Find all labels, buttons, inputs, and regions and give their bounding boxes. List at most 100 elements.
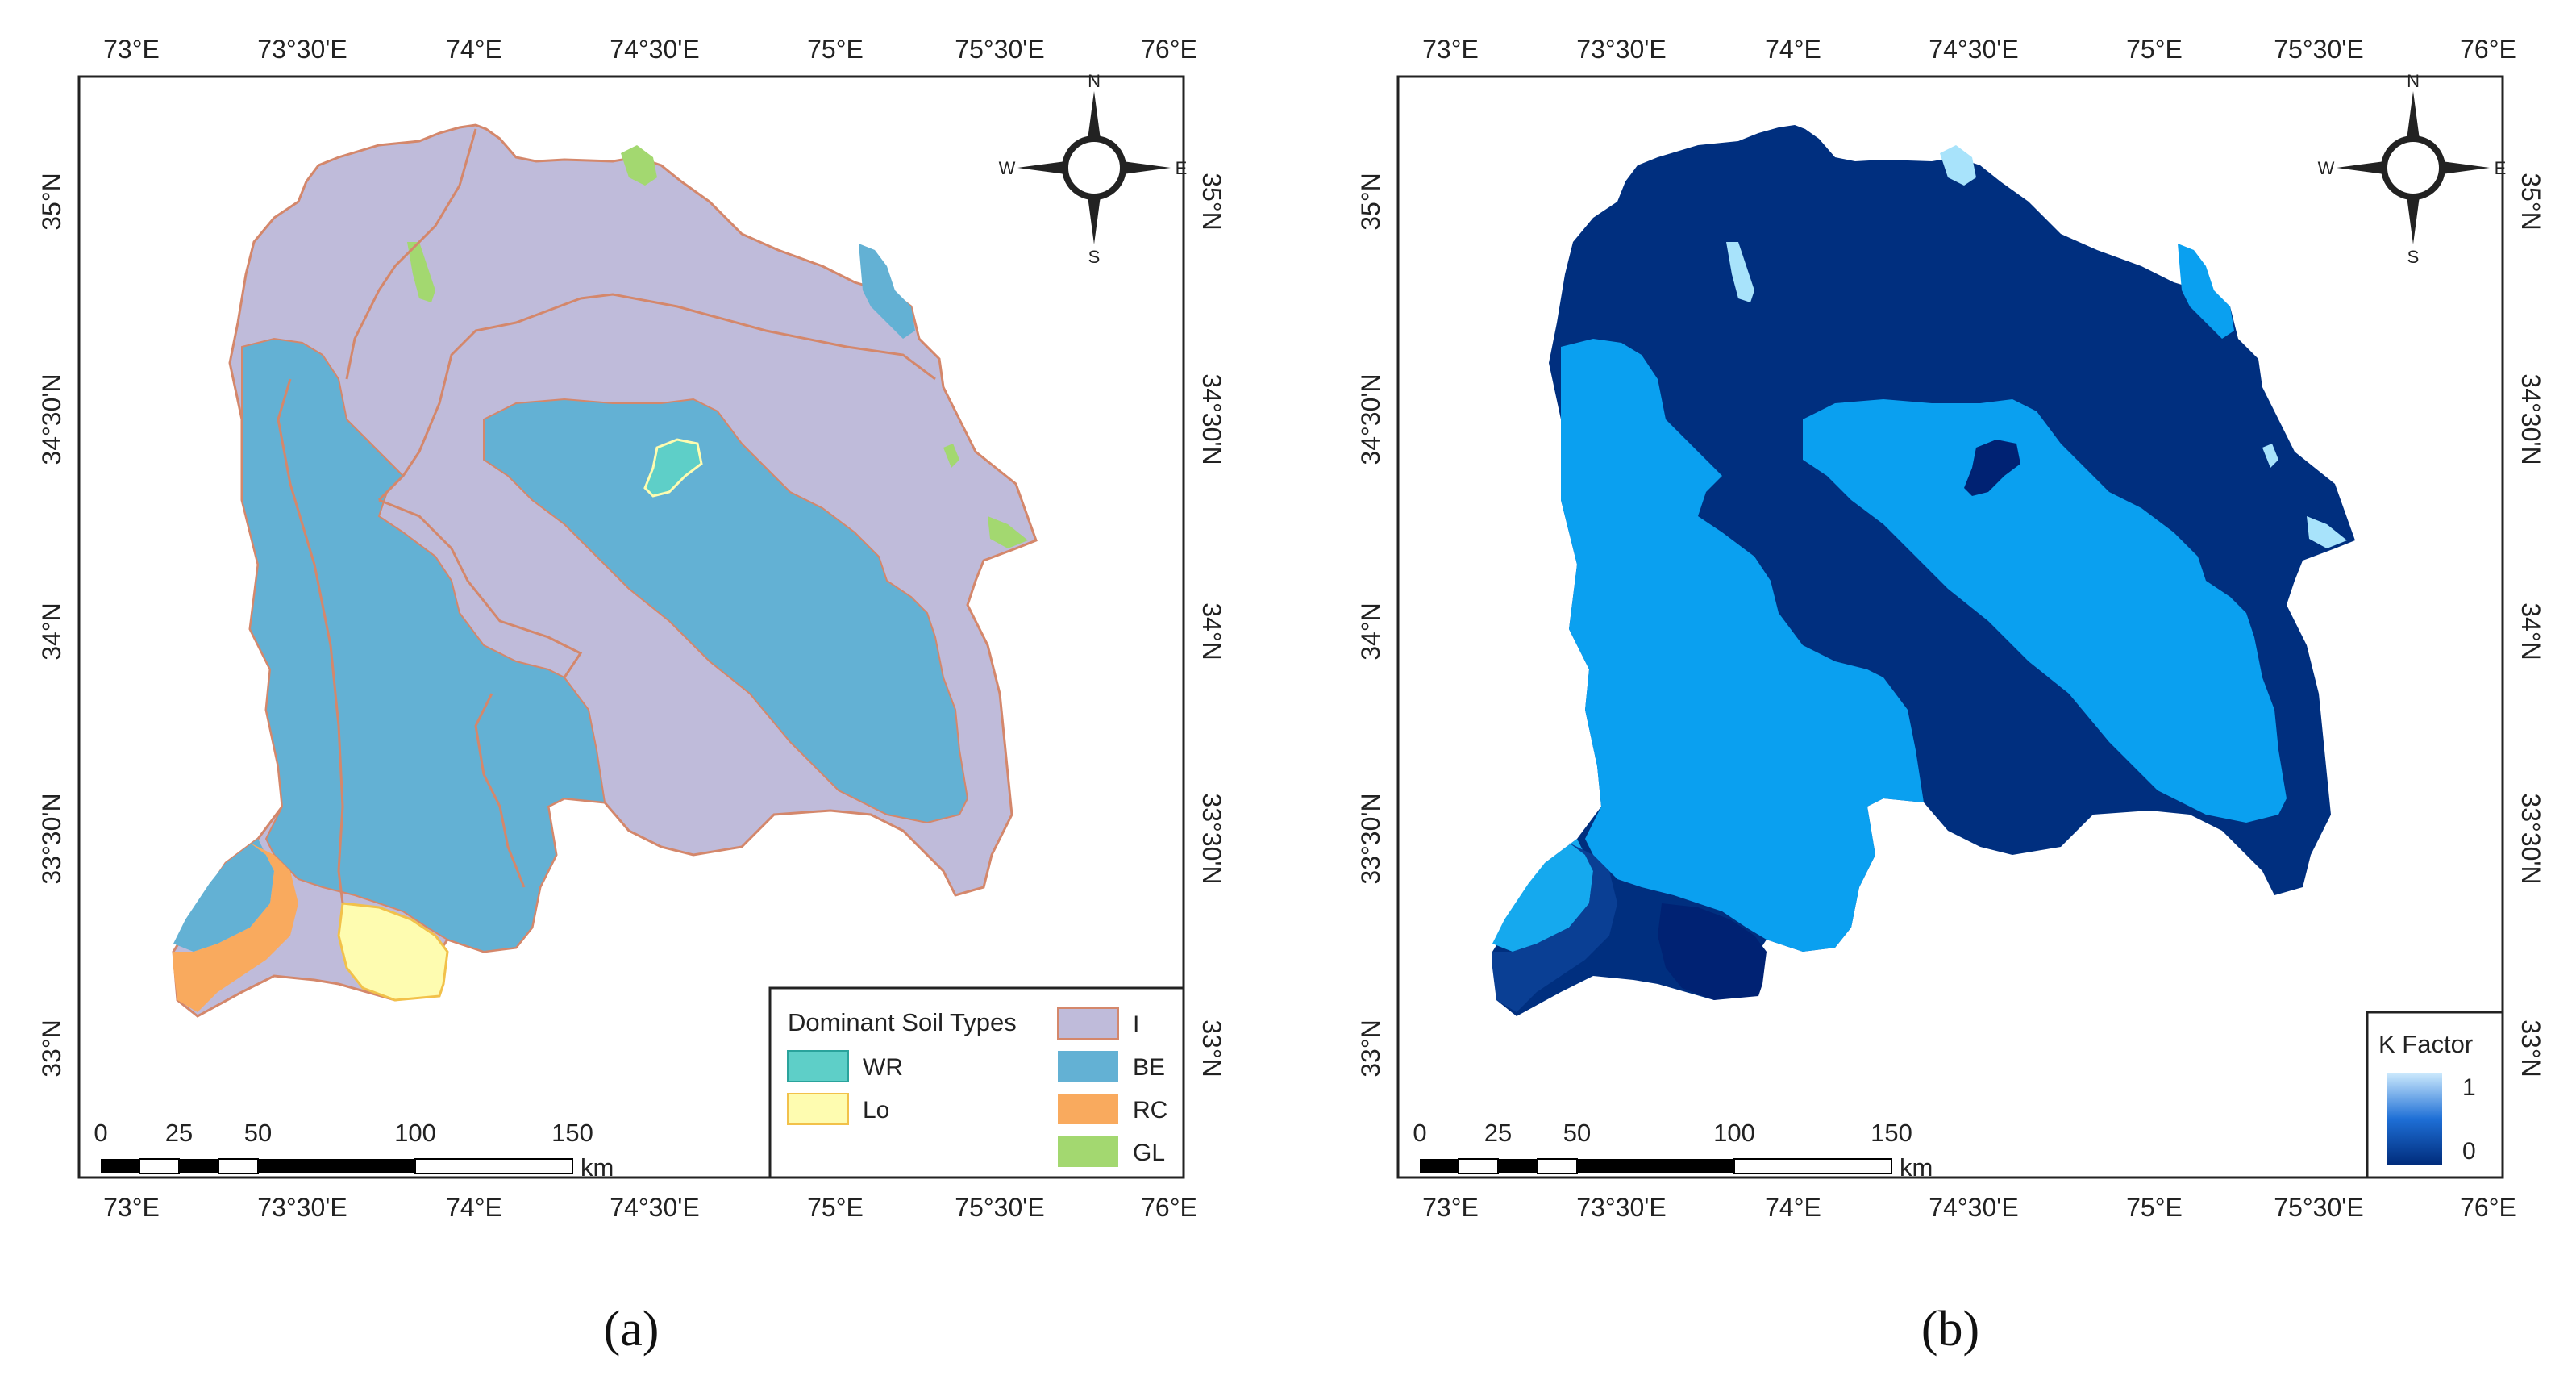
legend-swatch-rc	[1058, 1094, 1118, 1124]
scale-segment	[139, 1158, 180, 1174]
lat-ticks-right-b: 35°N 34°30'N 34°N 33°30'N 33°N	[2516, 173, 2545, 1078]
lon-tick-bottom: 74°E	[446, 1193, 502, 1222]
lat-tick-left: 34°30'N	[1356, 373, 1385, 465]
lat-tick-left: 33°N	[1356, 1019, 1385, 1078]
compass-ring	[1062, 135, 1126, 200]
legend-gradient	[2387, 1073, 2442, 1165]
lon-ticks-bottom-b: 73°E 73°30'E 74°E 74°30'E 75°E 75°30'E 7…	[1422, 1193, 2516, 1222]
lat-tick-right: 35°N	[2516, 173, 2545, 231]
lon-ticks-bottom-a: 73°E 73°30'E 74°E 74°30'E 75°E 75°30'E 7…	[103, 1193, 1197, 1222]
lon-tick-top: 75°E	[807, 35, 864, 64]
scale-label: 150	[1871, 1119, 1912, 1147]
compass-ring	[2381, 135, 2445, 200]
compass-e: E	[2495, 158, 2507, 178]
lon-tick-top: 74°30'E	[1929, 35, 2018, 64]
lat-ticks-left-b: 35°N 34°30'N 34°N 33°30'N 33°N	[1356, 173, 1385, 1078]
scale-label: 25	[1484, 1119, 1512, 1147]
compass-n: N	[2407, 71, 2420, 91]
lon-tick-top: 75°30'E	[2274, 35, 2363, 64]
lon-ticks-top-b: 73°E 73°30'E 74°E 74°30'E 75°E 75°30'E 7…	[1422, 35, 2516, 64]
lat-tick-right: 35°N	[1197, 173, 1226, 231]
soil-boundary-6	[277, 378, 344, 904]
lon-tick-bottom: 76°E	[1141, 1193, 1197, 1222]
legend-title: Dominant Soil Types	[788, 1008, 1017, 1036]
soil-boundary-3	[377, 297, 581, 502]
legend-a: Dominant Soil Types WR Lo I BE RC GL	[768, 986, 1185, 1179]
lon-tick-bottom: 73°30'E	[257, 1193, 347, 1222]
scale-label: 25	[165, 1119, 193, 1147]
compass-n: N	[1088, 71, 1101, 91]
scale-segment	[1537, 1158, 1578, 1174]
legend-swatch-wr	[787, 1050, 849, 1082]
scale-label: 100	[1713, 1119, 1755, 1147]
lon-tick-top: 76°E	[1141, 35, 1197, 64]
lat-tick-left: 34°N	[37, 602, 66, 661]
scale-segment	[414, 1158, 573, 1174]
lat-ticks-left-a: 35°N 34°30'N 34°N 33°30'N 33°N	[37, 173, 66, 1078]
legend-b: K Factor 1 0	[2366, 1011, 2504, 1179]
compass-w: W	[999, 158, 1016, 178]
lon-tick-bottom: 74°30'E	[610, 1193, 699, 1222]
legend-label-be: BE	[1133, 1054, 1165, 1081]
scale-segment	[258, 1159, 415, 1173]
panel-a: 73°E 73°30'E 74°E 74°30'E 75°E 75°30'E 7…	[37, 35, 1226, 1357]
lon-tick-top: 75°30'E	[955, 35, 1044, 64]
lat-tick-left: 35°N	[1356, 173, 1385, 231]
legend-label-gl: GL	[1133, 1140, 1165, 1166]
legend-label-lo: Lo	[863, 1097, 889, 1123]
lon-tick-top: 74°30'E	[610, 35, 699, 64]
scale-bar-a: 0 25 50 100 150 km	[94, 1119, 614, 1182]
scale-segment	[101, 1159, 139, 1173]
lon-tick-top: 74°E	[446, 35, 502, 64]
lon-tick-bottom: 76°E	[2460, 1193, 2516, 1222]
lon-ticks-top-a: 73°E 73°30'E 74°E 74°30'E 75°E 75°30'E 7…	[103, 35, 1197, 64]
lat-tick-left: 33°30'N	[1356, 793, 1385, 884]
legend-label-wr: WR	[863, 1054, 903, 1081]
legend-title: K Factor	[2378, 1030, 2473, 1058]
lat-tick-left: 33°30'N	[37, 793, 66, 884]
lat-tick-left: 34°30'N	[37, 373, 66, 465]
lon-tick-top: 73°E	[1422, 35, 1479, 64]
soil-boundary-5	[474, 693, 526, 888]
lat-tick-left: 34°N	[1356, 602, 1385, 661]
lat-tick-right: 34°30'N	[2516, 373, 2545, 465]
north-arrow-a: N S E W	[999, 71, 1188, 267]
soil-boundary-2	[580, 293, 936, 381]
lon-tick-bottom: 74°E	[1765, 1193, 1821, 1222]
lat-tick-left: 33°N	[37, 1019, 66, 1078]
legend-max-label: 1	[2462, 1074, 2476, 1101]
lat-tick-right: 34°N	[2516, 602, 2545, 661]
scale-segment	[1498, 1159, 1538, 1173]
scale-segment	[179, 1159, 218, 1173]
caption-a: (a)	[604, 1302, 660, 1357]
compass-e: E	[1176, 158, 1188, 178]
scale-segment	[1458, 1158, 1499, 1174]
lon-tick-top: 73°E	[103, 35, 160, 64]
north-arrow-b: N S E W	[2318, 71, 2507, 267]
lon-tick-bottom: 75°E	[2126, 1193, 2183, 1222]
lon-tick-bottom: 75°E	[807, 1193, 864, 1222]
lon-tick-top: 74°E	[1765, 35, 1821, 64]
lon-tick-bottom: 74°30'E	[1929, 1193, 2018, 1222]
compass-w: W	[2318, 158, 2335, 178]
scale-segment	[1577, 1159, 1734, 1173]
scale-segment	[1420, 1159, 1459, 1173]
legend-min-label: 0	[2462, 1138, 2476, 1165]
lat-tick-left: 35°N	[37, 173, 66, 231]
caption-b: (b)	[1921, 1302, 1979, 1357]
legend-swatch-lo	[787, 1093, 849, 1125]
lon-tick-bottom: 75°30'E	[2274, 1193, 2363, 1222]
scale-label: 100	[394, 1119, 436, 1147]
scale-label: 50	[244, 1119, 272, 1147]
scale-unit: km	[581, 1153, 614, 1182]
scale-bar-b: 0 25 50 100 150 km	[1413, 1119, 1933, 1182]
lat-tick-right: 33°30'N	[1197, 793, 1226, 884]
scale-segment	[1733, 1158, 1892, 1174]
lon-tick-bottom: 73°E	[103, 1193, 160, 1222]
soil-map-a	[172, 123, 1038, 1018]
lat-tick-right: 34°30'N	[1197, 373, 1226, 465]
lon-tick-top: 73°30'E	[1576, 35, 1666, 64]
lon-tick-top: 73°30'E	[257, 35, 347, 64]
scale-label: 0	[1413, 1119, 1426, 1147]
